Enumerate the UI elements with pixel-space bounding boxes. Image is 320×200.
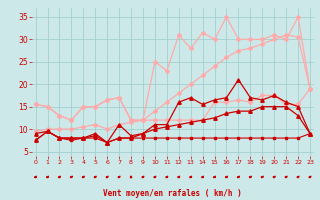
Text: Vent moyen/en rafales ( km/h ): Vent moyen/en rafales ( km/h ) xyxy=(103,189,242,198)
